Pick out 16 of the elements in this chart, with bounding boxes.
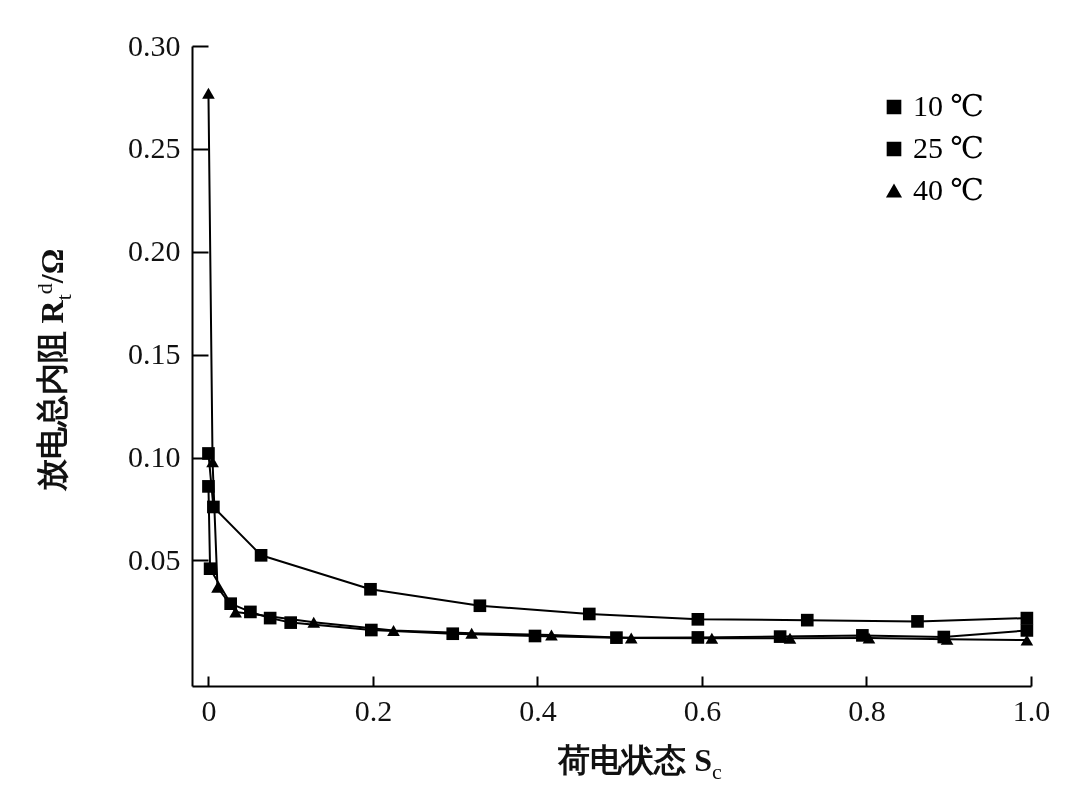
- y-tick-label: 0.30: [128, 28, 181, 62]
- y-tick-label: 0.20: [128, 234, 181, 268]
- x-tick-label: 0: [201, 693, 217, 727]
- legend-label: 25 ℃: [913, 131, 985, 164]
- x-tick-label: 0.2: [354, 693, 393, 727]
- x-tick-label: 1.0: [1012, 693, 1051, 727]
- x-axis-title: 荷电状态 S$_{c}$: [558, 741, 722, 785]
- y-tick-label: 0.05: [128, 542, 181, 576]
- y-tick-label: 0.10: [128, 440, 181, 474]
- y-tick-label: 0.25: [128, 131, 181, 165]
- x-tick-label: 0.8: [848, 693, 886, 727]
- legend-label: 40 ℃: [913, 173, 985, 206]
- y-tick-label: 0.15: [128, 337, 181, 371]
- legend-label: 10 ℃: [913, 89, 985, 122]
- x-tick-label: 0.4: [519, 693, 557, 727]
- x-tick-label: 0.6: [683, 693, 722, 727]
